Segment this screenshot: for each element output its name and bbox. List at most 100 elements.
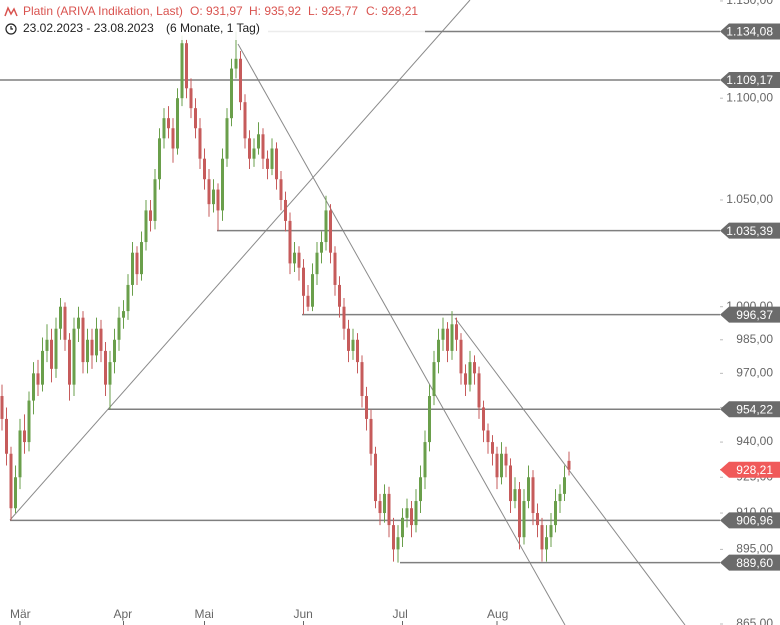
candle-body	[279, 179, 283, 200]
candle-body	[126, 284, 130, 312]
level-tag	[720, 401, 780, 418]
level-label: 889,60	[736, 556, 773, 570]
candle-body	[90, 339, 94, 356]
x-tick-label: Aug	[487, 607, 508, 621]
candle-body	[45, 339, 49, 351]
candle-body	[99, 328, 103, 351]
candle-body	[482, 407, 485, 431]
y-tick-label: 1.100,00	[726, 90, 773, 104]
candle-body	[104, 350, 107, 385]
candle-body	[329, 210, 332, 253]
candle-body	[536, 513, 539, 526]
candle-body	[504, 453, 508, 466]
candle-body	[68, 339, 71, 385]
candle-body	[0, 396, 4, 419]
candle-body	[185, 43, 188, 89]
candle-body	[396, 537, 400, 550]
candle-body	[9, 453, 13, 509]
candle-body	[459, 339, 463, 374]
clock-hands	[10, 26, 13, 30]
candle-body	[437, 339, 440, 363]
candle-body	[360, 362, 364, 397]
candle-body	[522, 501, 526, 538]
candle-body	[554, 501, 557, 526]
candle-body	[414, 501, 418, 526]
candle-body	[518, 489, 521, 538]
y-axis: 1.150,001.100,001.050,001.000,00985,0097…	[10, 0, 780, 625]
candle-body	[293, 252, 296, 264]
candle-body	[432, 362, 436, 397]
candle-body	[351, 339, 355, 351]
candle-body	[14, 477, 17, 509]
candle-body	[171, 128, 175, 149]
candle-body	[297, 252, 301, 268]
candle-body	[545, 537, 548, 550]
chart-title: Platin (ARIVA Indikation, Last)	[23, 4, 183, 18]
candle-body	[365, 396, 368, 419]
ohlc-high: H: 935,92	[249, 4, 301, 18]
candle-body	[288, 220, 292, 264]
candle-body	[311, 274, 314, 307]
candle-body	[495, 453, 499, 478]
candle-body	[558, 493, 562, 502]
level-label: 996,37	[736, 308, 773, 322]
candle-body	[356, 339, 359, 363]
candle-body	[549, 525, 553, 538]
candle-body	[180, 43, 184, 99]
y-tick-label: 895,00	[736, 542, 773, 556]
candle-body	[18, 430, 22, 478]
candle-body	[473, 362, 476, 374]
x-tick-label: Mär	[10, 607, 31, 621]
candle-body	[41, 350, 44, 385]
x-tick-label: Jul	[393, 607, 408, 621]
candle-body	[540, 525, 544, 550]
candle-body	[410, 508, 413, 526]
candle-body	[324, 210, 328, 243]
candle-body	[234, 58, 238, 69]
candle-body	[369, 418, 373, 454]
candle-body	[486, 430, 490, 443]
candle-body	[320, 242, 323, 253]
candle-body	[77, 317, 80, 329]
candle-body	[149, 210, 152, 221]
candle-body	[122, 311, 125, 318]
candle-body	[225, 118, 229, 159]
candle-body	[203, 158, 206, 180]
candle-body	[342, 306, 346, 329]
candle-body	[50, 339, 53, 369]
trend-line	[237, 43, 566, 625]
candle-body	[135, 252, 139, 275]
candle-body	[32, 373, 35, 401]
candle-body	[266, 158, 269, 169]
candle-body	[36, 373, 40, 385]
candle-body	[468, 362, 472, 385]
x-tick-label: Jun	[294, 607, 313, 621]
ohlc-low: L: 925,77	[308, 4, 358, 18]
candle-body	[81, 317, 85, 363]
candle-body	[455, 324, 458, 340]
y-tick-label: 1.050,00	[726, 192, 773, 206]
candle-body	[423, 442, 427, 478]
candle-body	[509, 465, 512, 502]
candle-body	[387, 493, 391, 526]
candle-body	[108, 362, 112, 385]
y-tick-label: 970,00	[736, 366, 773, 380]
candle-body	[477, 373, 481, 408]
candle-body	[95, 328, 98, 356]
clock-icon	[5, 23, 17, 35]
candle-body	[441, 328, 445, 340]
level-tag	[720, 72, 780, 89]
candle-body	[216, 189, 220, 211]
candle-body	[158, 138, 161, 180]
candle-body	[275, 148, 278, 180]
date-range: 23.02.2023 - 23.08.2023	[23, 21, 154, 35]
candle-body	[194, 108, 197, 129]
y-tick-label: 865,00	[736, 616, 773, 625]
candle-body	[59, 306, 62, 329]
candles	[0, 31, 571, 563]
candle-body	[131, 252, 134, 285]
level-tag	[720, 512, 780, 529]
candle-body	[306, 295, 310, 307]
candle-body	[392, 525, 395, 550]
candle-body	[563, 477, 566, 494]
